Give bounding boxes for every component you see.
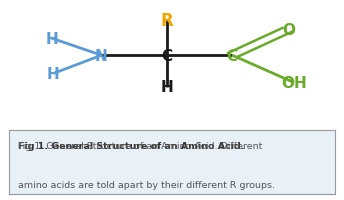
Text: Fig 1. General Structure of an Amino Acid.: Fig 1. General Structure of an Amino Aci… — [18, 142, 245, 150]
Text: OH: OH — [281, 76, 307, 91]
Text: C: C — [161, 48, 172, 63]
Text: O: O — [282, 22, 295, 37]
Text: H: H — [45, 32, 58, 46]
Text: amino acids are told apart by their different R groups.: amino acids are told apart by their diff… — [18, 180, 276, 189]
Text: C: C — [227, 48, 238, 63]
Text: H: H — [160, 80, 173, 95]
Text: R: R — [160, 12, 173, 30]
Text: N: N — [95, 48, 108, 63]
Text: H: H — [47, 67, 60, 82]
Text: Fig 1. General Structure of an Amino Acid. Different: Fig 1. General Structure of an Amino Aci… — [18, 142, 263, 150]
